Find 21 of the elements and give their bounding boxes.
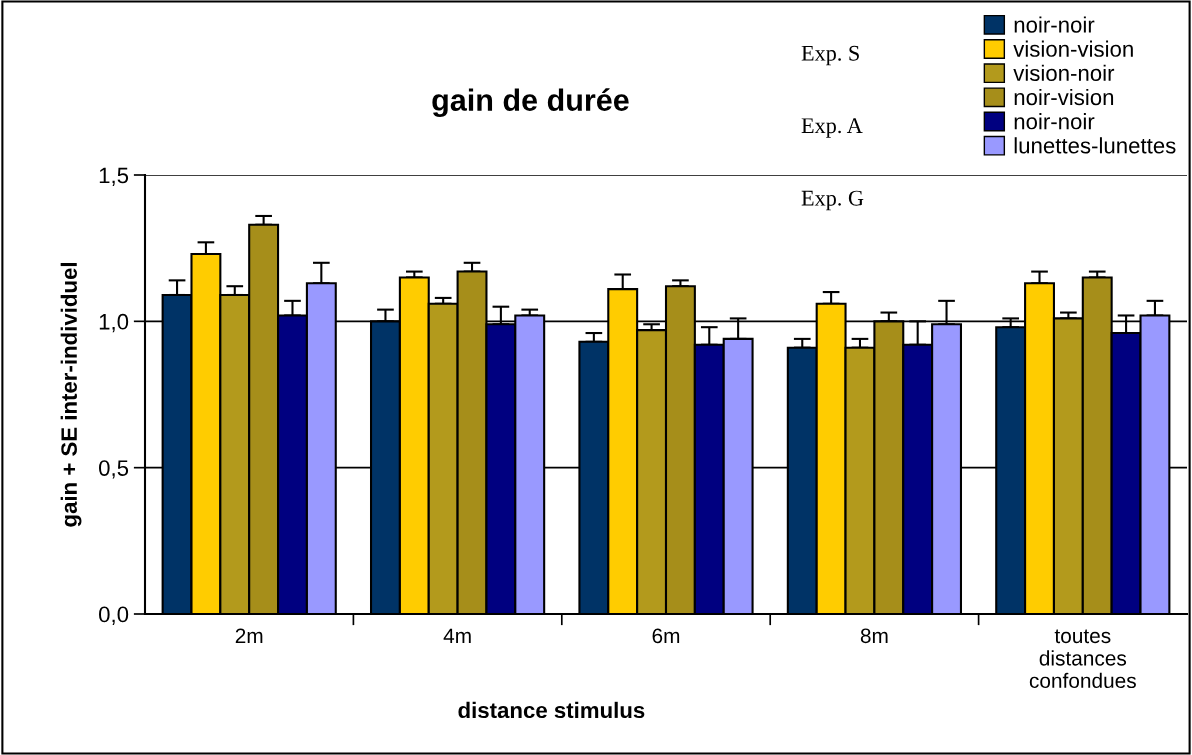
y-axis-title: gain + SE inter-individuel xyxy=(60,263,82,527)
y-tick-label: 1,0 xyxy=(99,313,129,333)
y-tick-label: 1,5 xyxy=(99,167,129,186)
y-tick-label: 0,0 xyxy=(99,606,129,625)
x-tick-label: toutes distances confondues xyxy=(1029,629,1136,689)
legend-label: noir-noir xyxy=(1014,16,1095,33)
x-tick-label: 2m xyxy=(235,628,263,643)
legend-label: noir-vision xyxy=(1014,88,1114,106)
y-tick-label: 0,5 xyxy=(99,460,129,479)
x-axis-title: distance stimulus xyxy=(458,701,645,719)
legend-label: noir-noir xyxy=(1014,113,1095,130)
annotation: Exp. G xyxy=(801,190,864,211)
legend-label: vision-vision xyxy=(1013,40,1133,57)
legend-label: lunettes-lunettes xyxy=(1014,137,1176,154)
x-tick-label: 6m xyxy=(652,628,680,644)
legend-label: vision-noir xyxy=(1013,64,1115,82)
chart-title: gain de durée xyxy=(432,88,629,118)
x-tick-label: 4m xyxy=(443,628,471,643)
text: Exp. S xyxy=(801,45,859,66)
text: Exp. A xyxy=(801,118,863,138)
x-tick-label: 8m xyxy=(860,628,888,644)
